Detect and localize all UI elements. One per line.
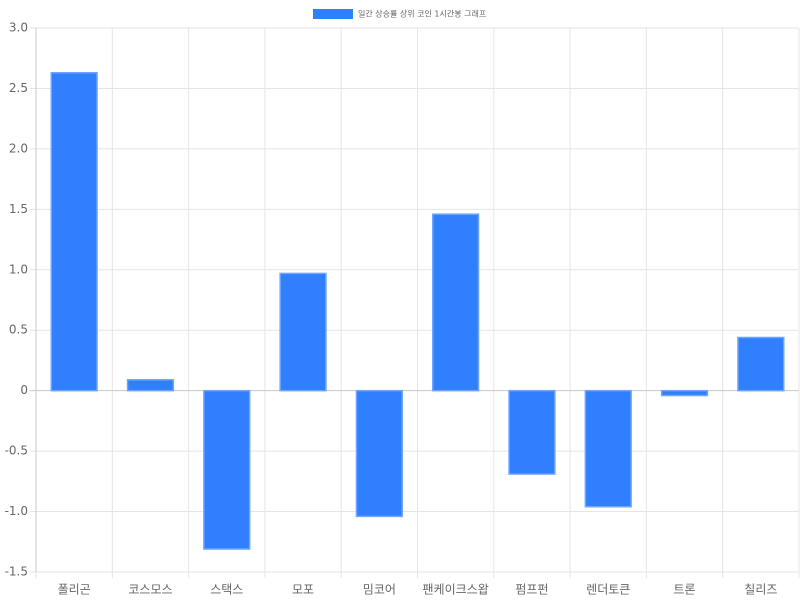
bar xyxy=(584,389,632,508)
y-tick-label: 0 xyxy=(20,383,28,397)
bar xyxy=(126,379,175,392)
bar xyxy=(508,389,556,475)
x-tick-label: 렌더토큰 xyxy=(586,583,630,597)
y-tick-label: -1.5 xyxy=(5,565,28,579)
y-tick-label: 1.0 xyxy=(9,262,28,276)
x-tick-label: 펌프펀 xyxy=(515,583,548,597)
bar xyxy=(432,213,480,392)
bar xyxy=(203,389,251,550)
y-tick-label: 0.5 xyxy=(9,323,28,337)
x-tick-label: 모포 xyxy=(292,583,314,597)
x-tick-label: 팬케이크스왑 xyxy=(423,583,489,597)
bar xyxy=(660,389,709,397)
legend-swatch xyxy=(313,9,353,19)
bar xyxy=(279,272,327,392)
x-tick-label: 트론 xyxy=(674,583,696,597)
y-tick-label: 2.0 xyxy=(9,141,28,155)
x-tick-label: 밈코어 xyxy=(363,583,396,597)
y-tick-label: 1.5 xyxy=(9,202,28,216)
x-tick-label: 폴리곤 xyxy=(58,583,91,597)
bar xyxy=(737,336,785,392)
legend-label: 일간 상승률 상위 코인 1시간봉 그래프 xyxy=(358,9,486,19)
y-tick-label: -0.5 xyxy=(5,444,28,458)
x-tick-label: 코스모스 xyxy=(128,583,172,597)
x-tick-label: 칠리즈 xyxy=(744,583,777,597)
bar xyxy=(50,71,98,392)
bar xyxy=(355,389,403,518)
y-tick-label: 3.0 xyxy=(9,21,28,35)
x-tick-label: 스택스 xyxy=(210,583,243,597)
y-tick-label: 2.5 xyxy=(9,81,28,95)
y-tick-label: -1.0 xyxy=(5,504,28,518)
